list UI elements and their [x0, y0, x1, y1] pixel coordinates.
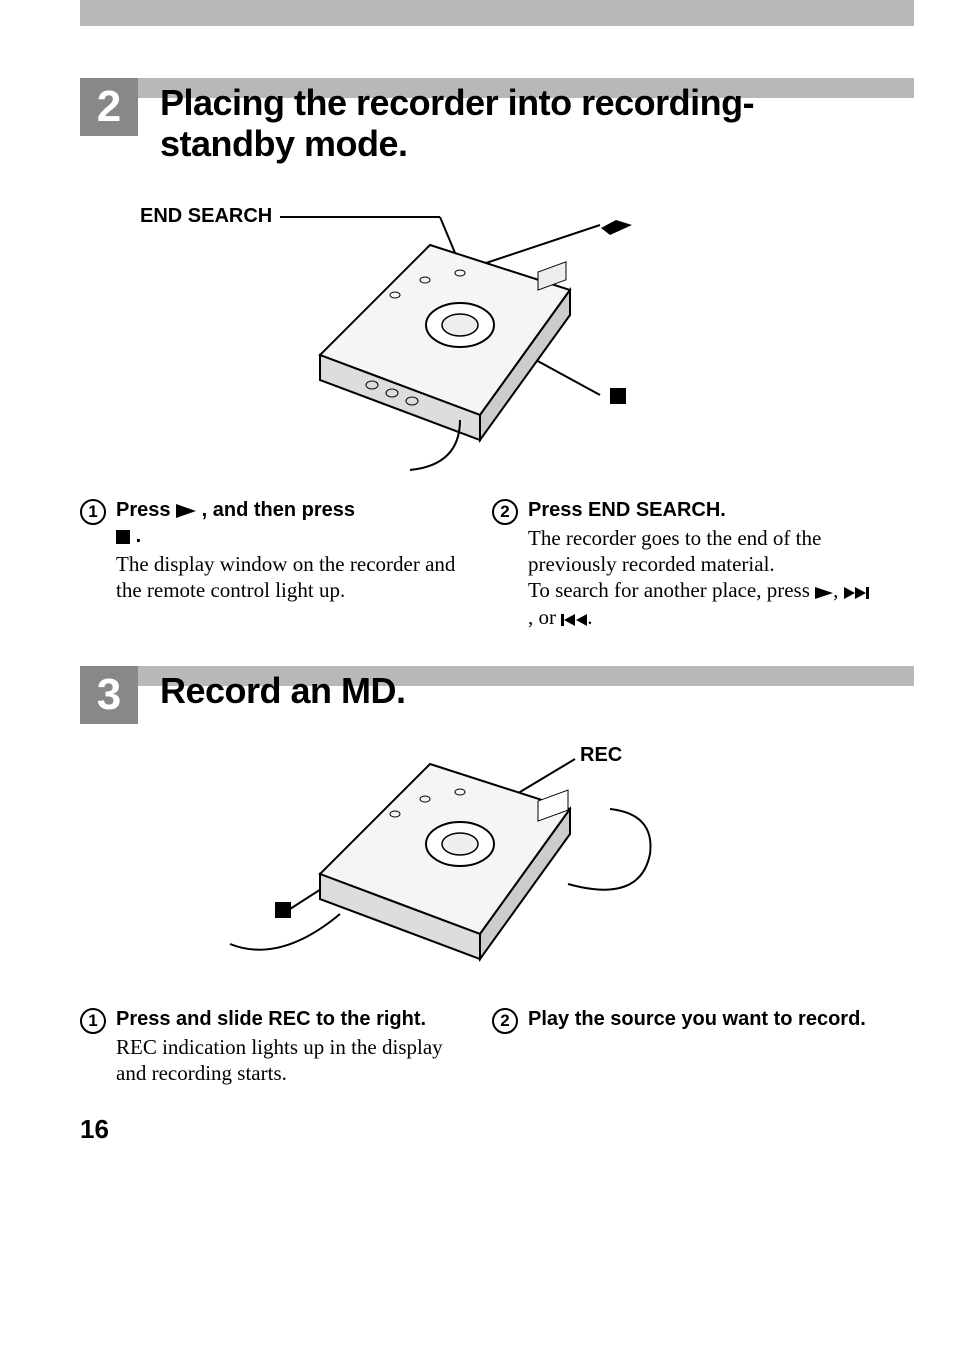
stop-icon [116, 530, 130, 544]
play-icon [815, 587, 833, 599]
sep: , or [528, 605, 561, 629]
section-3-steps: 1 Press and slide REC to the right. REC … [80, 1006, 874, 1087]
step-head-text: , and then press [202, 499, 355, 521]
header-grey-bar [80, 0, 914, 26]
step-head: Press END SEARCH. [528, 497, 874, 523]
section-3-header: 3 Record an MD. [80, 666, 874, 724]
step-2-1: 1 Press , and then press . The display w… [80, 497, 462, 630]
section-title: Record an MD. [160, 670, 406, 711]
next-icon [844, 587, 870, 599]
circled-number: 2 [492, 499, 518, 525]
step-head: Press , and then press . [116, 497, 462, 549]
prev-icon [561, 614, 587, 626]
circled-number: 2 [492, 1008, 518, 1034]
diagram-section-2: END SEARCH [80, 195, 874, 485]
section-title: Placing the recorder into recording-stan… [160, 82, 874, 165]
step-desc: REC indication lights up in the display … [116, 1034, 462, 1087]
section-2-steps: 1 Press , and then press . The display w… [80, 497, 874, 630]
step-2-2: 2 Press END SEARCH. The recorder goes to… [492, 497, 874, 630]
sep: , [833, 578, 844, 602]
step-desc: The display window on the recorder and t… [116, 551, 462, 604]
recorder-diagram-2 [80, 744, 860, 994]
step-desc: The recorder goes to the end of the prev… [528, 525, 874, 630]
step-head: Press and slide REC to the right. [116, 1006, 462, 1032]
step-3-1: 1 Press and slide REC to the right. REC … [80, 1006, 462, 1087]
page-number: 16 [80, 1114, 874, 1145]
step-head-text: Press [116, 499, 176, 521]
step-number-box: 3 [80, 666, 138, 724]
circled-number: 1 [80, 1008, 106, 1034]
step-head-text: . [136, 525, 142, 547]
sep: . [587, 605, 592, 629]
recorder-diagram-1 [80, 195, 860, 475]
play-icon [176, 504, 196, 518]
step-3-2: 2 Play the source you want to record. [492, 1006, 874, 1087]
circled-number: 1 [80, 499, 106, 525]
step-desc-text: The recorder goes to the end of the prev… [528, 526, 821, 603]
section-2-header: 2 Placing the recorder into recording-st… [80, 78, 874, 165]
step-head: Play the source you want to record. [528, 1006, 874, 1032]
diagram-section-3: REC [80, 744, 874, 994]
step-number-box: 2 [80, 78, 138, 136]
